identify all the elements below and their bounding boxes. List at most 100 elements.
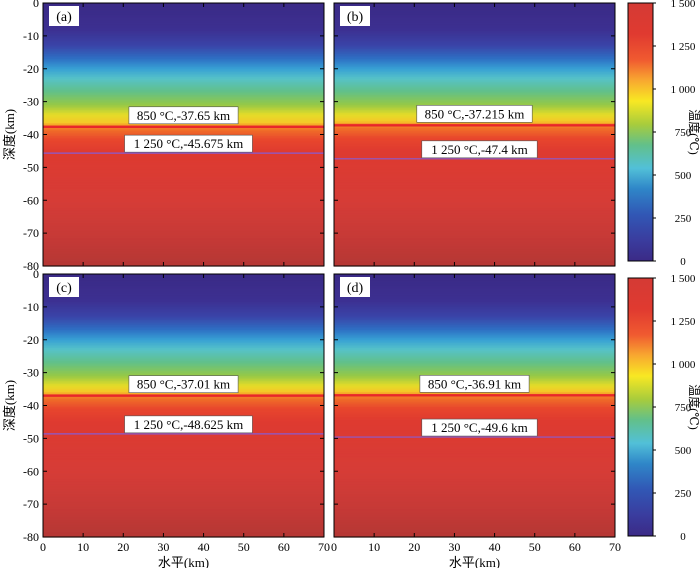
field-band bbox=[43, 278, 324, 282]
field-band bbox=[334, 60, 615, 63]
field-band bbox=[43, 306, 324, 310]
field-band bbox=[334, 170, 615, 173]
field-band bbox=[334, 37, 615, 40]
field-band bbox=[334, 305, 615, 308]
x-tick-label: 0 bbox=[40, 540, 46, 554]
field-band bbox=[43, 233, 324, 236]
field-band bbox=[334, 205, 615, 208]
field-band bbox=[43, 154, 324, 157]
field-band bbox=[334, 246, 615, 249]
field-band bbox=[43, 85, 324, 88]
x-tick-label: 40 bbox=[489, 540, 501, 554]
svg-text:1 250 °C,-49.6 km: 1 250 °C,-49.6 km bbox=[431, 420, 528, 435]
field-band bbox=[334, 210, 615, 213]
field-band bbox=[334, 459, 615, 462]
field-band bbox=[334, 367, 615, 370]
y-tick-label: -80 bbox=[23, 259, 39, 273]
field-band bbox=[334, 177, 615, 180]
field-band bbox=[334, 356, 615, 359]
field-band bbox=[43, 438, 324, 441]
field-band bbox=[43, 280, 324, 283]
field-band bbox=[334, 183, 615, 187]
field-band bbox=[334, 122, 615, 126]
field-band bbox=[334, 35, 615, 39]
field-band bbox=[43, 324, 324, 328]
field-band bbox=[334, 438, 615, 441]
field-band bbox=[334, 464, 615, 467]
field-band bbox=[334, 306, 615, 310]
field-band bbox=[334, 12, 615, 16]
field-band bbox=[43, 464, 324, 467]
field-band bbox=[43, 347, 324, 351]
field-band bbox=[43, 21, 324, 24]
field-band bbox=[334, 226, 615, 229]
field-band bbox=[334, 311, 615, 315]
field-band bbox=[334, 208, 615, 211]
field-band bbox=[334, 180, 615, 183]
field-band bbox=[43, 224, 324, 228]
colorbar-tick-label: 500 bbox=[675, 170, 692, 182]
field-band bbox=[43, 274, 324, 277]
field-band bbox=[334, 484, 615, 487]
field-band bbox=[43, 91, 324, 95]
field-band bbox=[334, 351, 615, 354]
isotherm-1250-label: 1 250 °C,-45.675 km bbox=[124, 134, 253, 153]
field-band bbox=[334, 334, 615, 338]
panel-c: 850 °C,-37.01 km 1 250 °C,-48.625 km (c) bbox=[42, 273, 325, 538]
field-band bbox=[43, 39, 324, 42]
field-band bbox=[43, 489, 324, 492]
field-band bbox=[334, 172, 615, 175]
field-band bbox=[334, 533, 615, 536]
field-band bbox=[334, 344, 615, 347]
isotherm-850-label: 850 °C,-36.91 km bbox=[419, 375, 530, 393]
colorbar-tick-label: 1 250 bbox=[671, 41, 696, 53]
field-band bbox=[334, 444, 615, 448]
field-band bbox=[43, 471, 324, 474]
field-band bbox=[334, 81, 615, 85]
field-band bbox=[334, 513, 615, 517]
field-band bbox=[43, 58, 324, 62]
field-band bbox=[43, 530, 324, 533]
field-band bbox=[43, 244, 324, 247]
field-band bbox=[334, 338, 615, 341]
colorbar-label: 温度(℃) bbox=[687, 384, 700, 429]
field-band bbox=[43, 249, 324, 252]
field-band bbox=[43, 183, 324, 187]
field-band bbox=[334, 86, 615, 90]
field-band bbox=[334, 361, 615, 364]
field-band bbox=[43, 285, 324, 288]
field-band bbox=[43, 86, 324, 90]
panel-label: (c) bbox=[49, 277, 79, 297]
field-band bbox=[43, 318, 324, 321]
field-band bbox=[334, 62, 615, 65]
field-band bbox=[43, 297, 324, 300]
field-band bbox=[334, 324, 615, 328]
x-tick-label: 70 bbox=[609, 540, 621, 554]
field-band bbox=[43, 96, 324, 99]
field-band bbox=[334, 45, 615, 48]
panel-label: (b) bbox=[340, 6, 370, 26]
field-band bbox=[43, 505, 324, 509]
field-band bbox=[43, 308, 324, 311]
field-band bbox=[43, 193, 324, 196]
field-band bbox=[43, 292, 324, 295]
field-band bbox=[334, 80, 615, 83]
field-band bbox=[334, 341, 615, 344]
x-axis-label: 水平(km) bbox=[158, 555, 209, 568]
field-band bbox=[334, 477, 615, 481]
field-band bbox=[43, 226, 324, 229]
field-band bbox=[43, 433, 324, 436]
svg-text:850 °C,-36.91 km: 850 °C,-36.91 km bbox=[428, 376, 521, 391]
field-band bbox=[43, 479, 324, 482]
field-band bbox=[334, 252, 615, 256]
field-band bbox=[43, 361, 324, 364]
field-band bbox=[43, 242, 324, 246]
svg-text:850 °C,-37.215 km: 850 °C,-37.215 km bbox=[425, 106, 525, 121]
field-band bbox=[43, 173, 324, 177]
field-band bbox=[43, 315, 324, 318]
field-band bbox=[334, 364, 615, 367]
field-band bbox=[43, 440, 324, 443]
field-band bbox=[334, 24, 615, 27]
field-band bbox=[43, 300, 324, 303]
